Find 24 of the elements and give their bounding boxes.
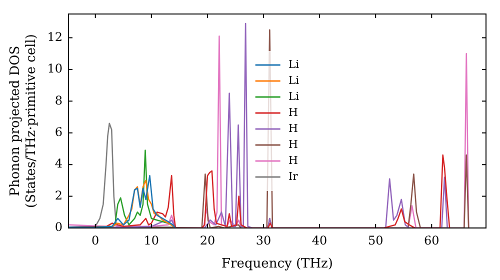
x-tick-label: 40 (312, 233, 328, 248)
x-tick-label: 0 (92, 233, 100, 248)
legend-label: H (288, 154, 298, 167)
x-tick-label: 10 (144, 233, 160, 248)
x-tick-label: 30 (256, 233, 272, 248)
x-axis-title: Frequency (THz) (222, 256, 333, 272)
legend-label: Ir (288, 170, 299, 183)
legend-label: Li (288, 58, 300, 71)
legend-label: H (288, 122, 298, 135)
legend-label: H (288, 138, 298, 151)
legend-label: H (288, 106, 298, 119)
y-tick-label: 8 (54, 93, 62, 108)
y-tick-label: 10 (47, 62, 62, 76)
x-tick-label: 50 (368, 233, 384, 248)
legend-label: Li (288, 74, 300, 87)
y-axis-title: Phonon projected DOS (States/THz·primitive cell) (8, 34, 39, 208)
y-tick-label: 4 (54, 156, 63, 171)
legend-label: Li (288, 90, 300, 103)
y-tick-label: 2 (54, 188, 62, 202)
y-tick-label: 0 (54, 220, 62, 234)
y-tick-label: 12 (47, 30, 62, 44)
x-tick-label: 60 (424, 233, 440, 248)
y-tick-label: 6 (54, 125, 62, 140)
x-tick-label: 20 (200, 233, 216, 248)
